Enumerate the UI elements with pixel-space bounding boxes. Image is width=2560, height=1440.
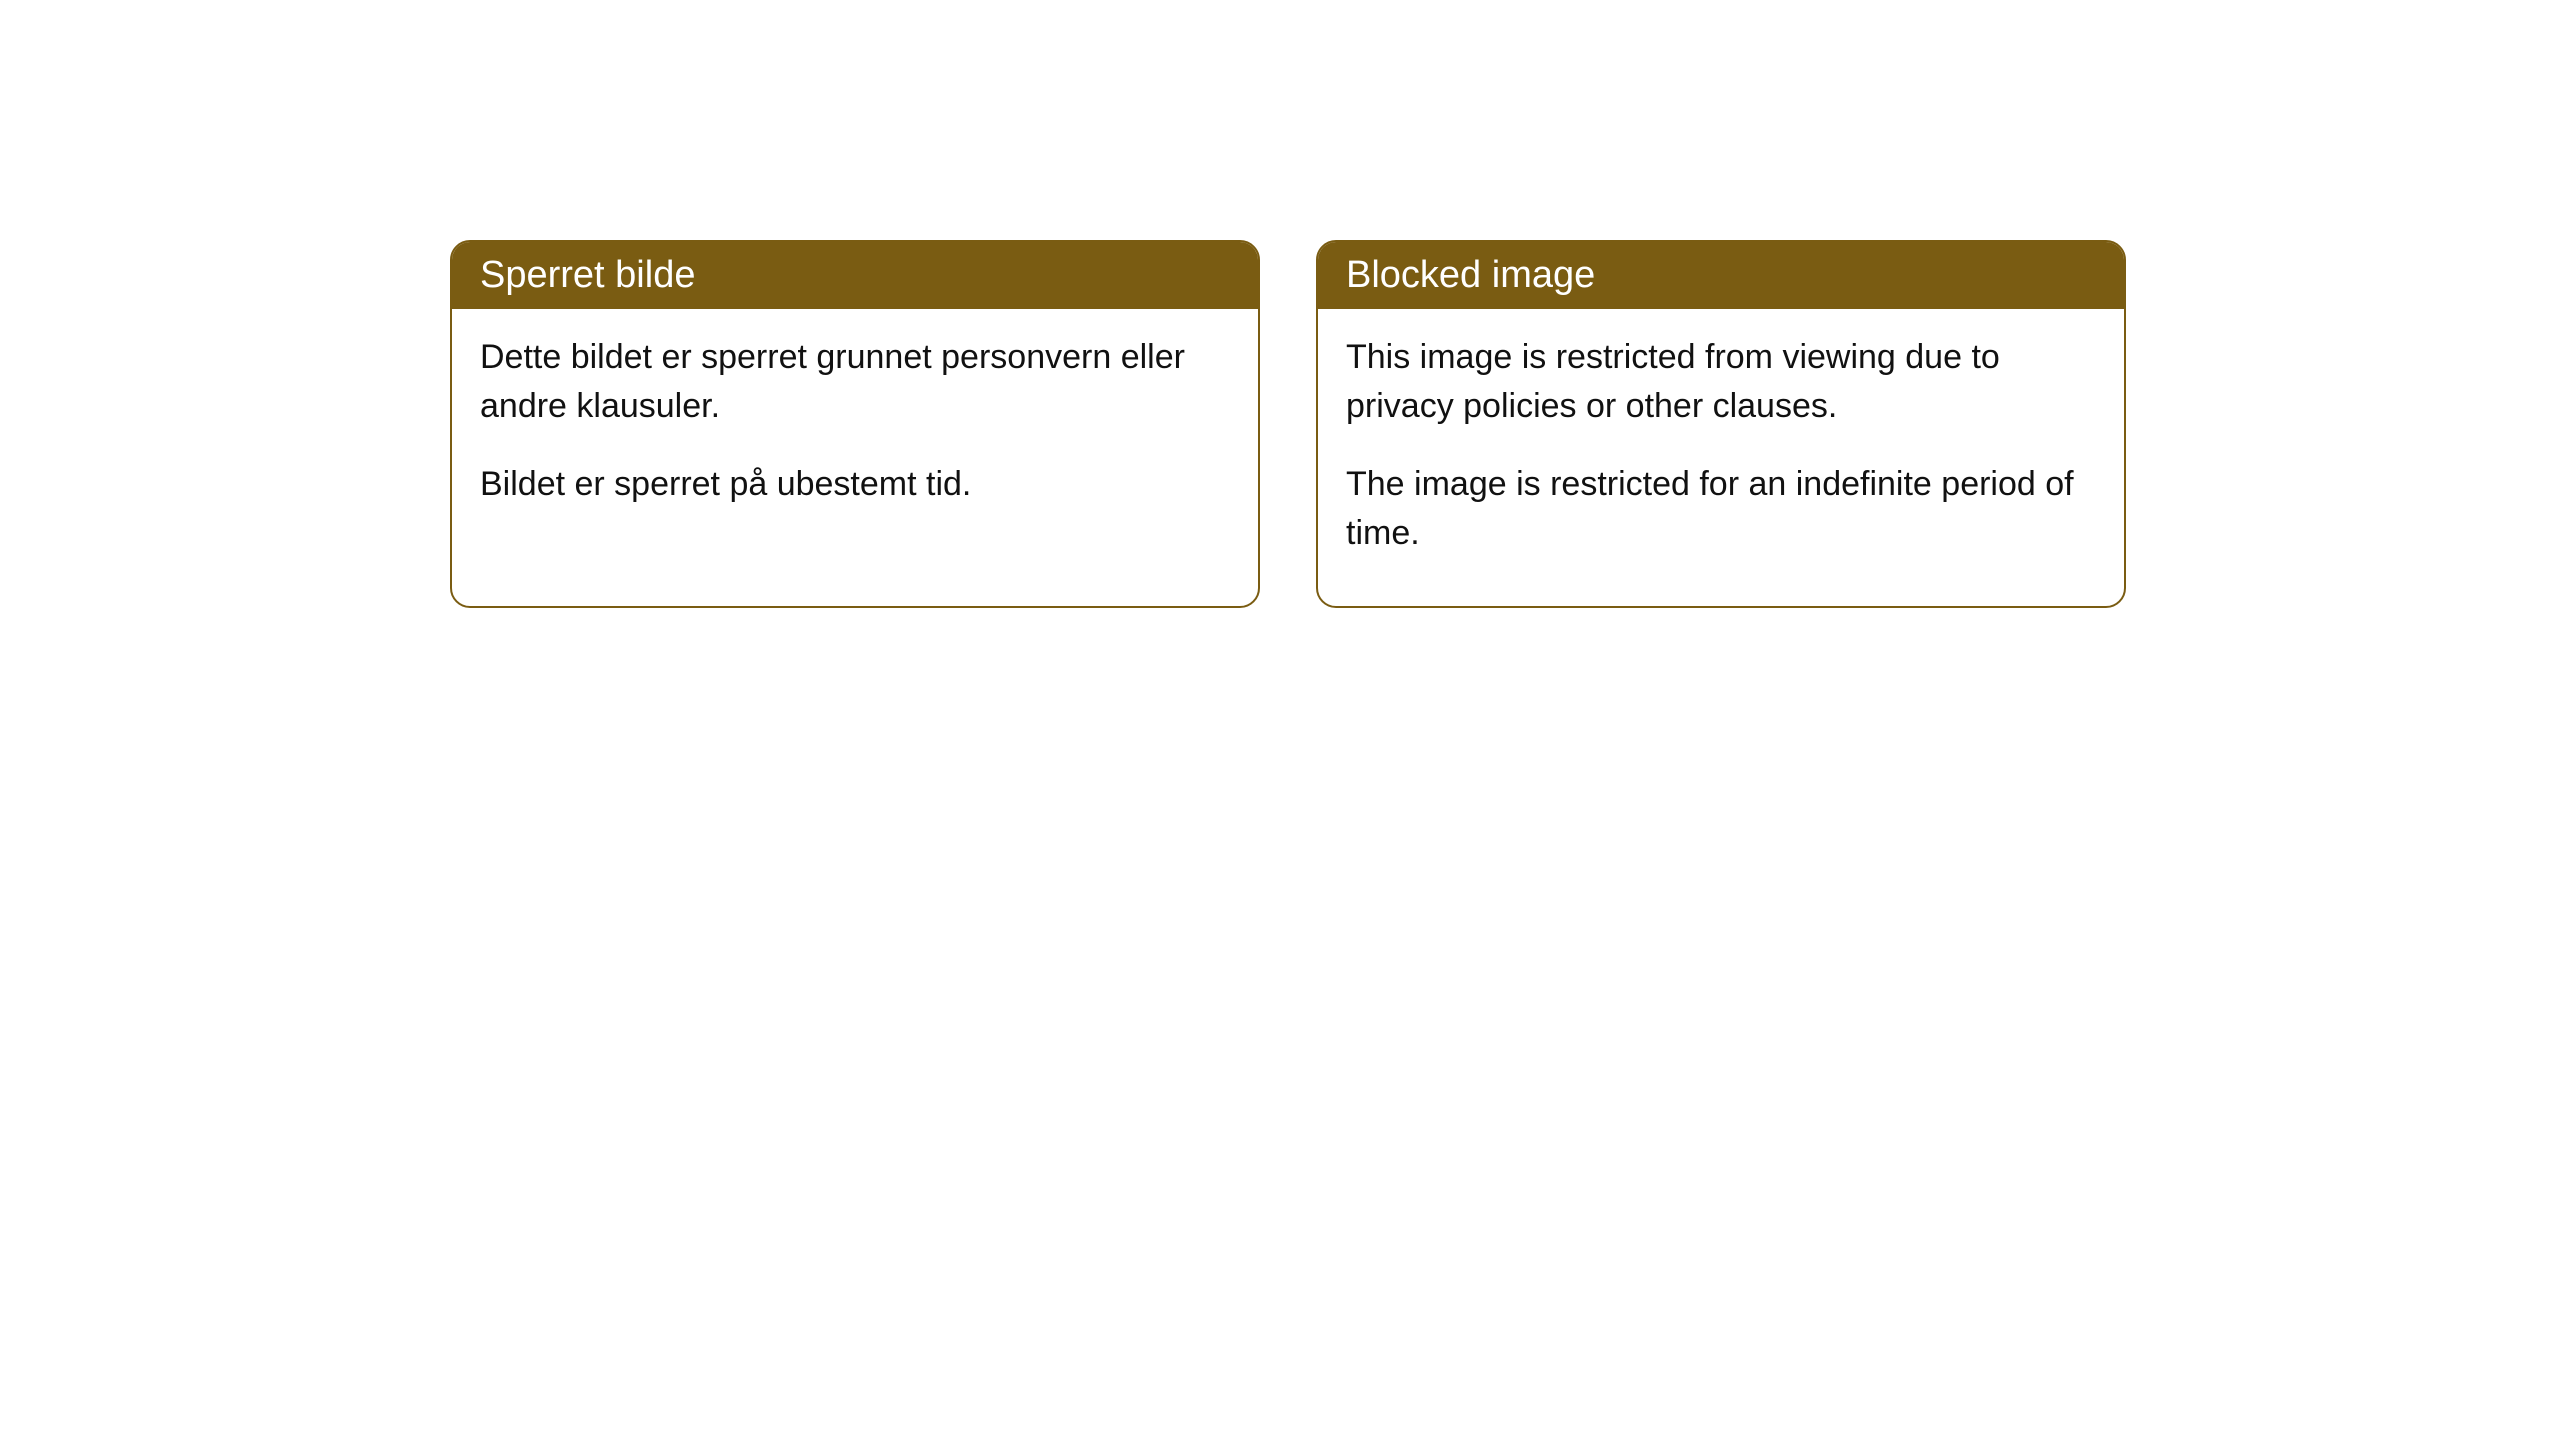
card-paragraph-1: Dette bildet er sperret grunnet personve… [480, 333, 1230, 432]
card-title: Sperret bilde [480, 254, 695, 296]
card-header-norwegian: Sperret bilde [452, 242, 1258, 309]
card-header-english: Blocked image [1318, 242, 2124, 309]
card-body-english: This image is restricted from viewing du… [1318, 309, 2124, 606]
blocked-image-card-english: Blocked image This image is restricted f… [1316, 240, 2126, 608]
cards-container: Sperret bilde Dette bildet er sperret gr… [450, 240, 2126, 608]
card-paragraph-2: The image is restricted for an indefinit… [1346, 460, 2096, 559]
card-paragraph-1: This image is restricted from viewing du… [1346, 333, 2096, 432]
card-title: Blocked image [1346, 254, 1595, 296]
card-paragraph-2: Bildet er sperret på ubestemt tid. [480, 460, 1230, 509]
blocked-image-card-norwegian: Sperret bilde Dette bildet er sperret gr… [450, 240, 1260, 608]
card-body-norwegian: Dette bildet er sperret grunnet personve… [452, 309, 1258, 557]
